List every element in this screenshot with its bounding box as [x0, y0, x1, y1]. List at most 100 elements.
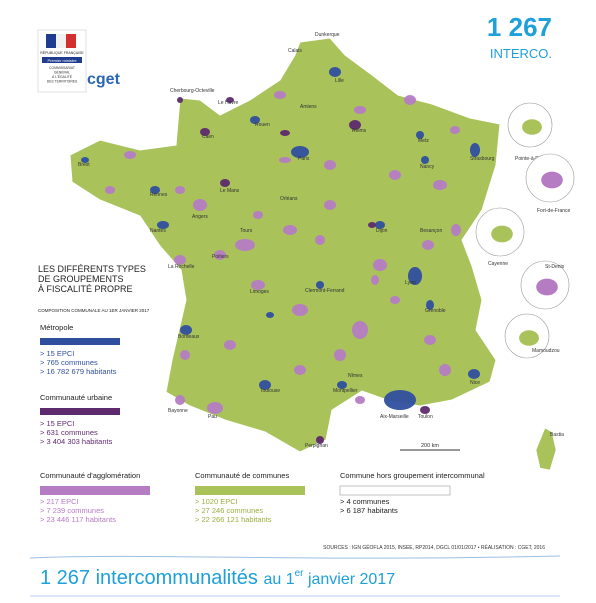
territory — [235, 239, 255, 251]
territory — [251, 280, 265, 290]
city-label: Angers — [192, 214, 208, 220]
footer-title: 1 267 intercommunalités au 1er janvier 2… — [40, 567, 395, 589]
logo-agency-line: À L'ÉGALITÉ — [52, 74, 73, 79]
territory — [450, 126, 460, 134]
legend-line: > 631 communes — [40, 428, 98, 437]
territory — [266, 312, 274, 318]
city-label: Perpignan — [305, 443, 328, 449]
city-label: Le Mans — [220, 188, 240, 194]
logo-agency-line: DES TERRITOIRES — [47, 80, 78, 84]
city-label: Lille — [335, 78, 344, 84]
territory — [352, 321, 368, 339]
territory — [416, 131, 424, 139]
city-label: Rennes — [150, 192, 168, 198]
territory — [150, 186, 160, 194]
legend-swatch — [40, 338, 120, 345]
territory — [174, 255, 186, 265]
legend-line: > 22 266 121 habitants — [195, 515, 272, 524]
footer-sup: er — [295, 568, 305, 579]
legend-swatch — [40, 486, 150, 495]
city-label: Le Havre — [218, 100, 239, 106]
territory — [433, 180, 447, 190]
logo-republic: RÉPUBLIQUE FRANÇAISE — [40, 50, 84, 55]
territory — [355, 396, 365, 404]
legend-line: > 15 EPCI — [40, 349, 74, 358]
city-label: Amiens — [300, 104, 317, 110]
scale-label: 200 km — [421, 443, 439, 449]
city-label: Caen — [202, 134, 214, 140]
legend-line: > 7 239 communes — [40, 506, 104, 515]
flag-white — [56, 34, 66, 48]
territory — [81, 157, 89, 163]
territory — [294, 365, 306, 375]
legend-name: Communauté d'agglomération — [40, 471, 140, 480]
overseas-land — [536, 278, 558, 296]
legend-name: Métropole — [40, 323, 73, 332]
territory — [408, 267, 422, 285]
city-label: Clermont-Ferrand — [305, 288, 345, 294]
overseas-land — [522, 119, 542, 135]
territory — [316, 281, 324, 289]
city-label: Nancy — [420, 164, 435, 170]
city-label: Besançon — [420, 228, 442, 234]
territories — [81, 67, 480, 444]
flag-blue — [46, 34, 56, 48]
territory — [292, 304, 308, 316]
overseas-label: Cayenne — [488, 261, 508, 267]
territory — [324, 200, 336, 210]
legend-swatch — [195, 486, 305, 495]
city-label: Nantes — [150, 228, 166, 234]
footer-mid: au 1 — [263, 571, 294, 588]
territory — [175, 395, 185, 405]
legend-title: DE GROUPEMENTS — [38, 274, 124, 284]
territory — [200, 128, 210, 136]
overseas-label: St-Denis — [545, 264, 565, 270]
city-label: Pau — [208, 414, 217, 420]
territory — [390, 296, 400, 304]
legend-swatch — [339, 485, 451, 496]
territory — [316, 436, 324, 444]
legend-line: > 27 246 communes — [195, 506, 263, 515]
city-label: La Rochelle — [168, 264, 195, 270]
legend-line: > 6 187 habitants — [340, 506, 398, 515]
territory — [349, 120, 361, 130]
legend-line: > 4 communes — [340, 497, 390, 506]
territory — [259, 380, 271, 390]
legend-line: > 23 446 117 habitants — [40, 515, 116, 524]
legend-subtitle: COMPOSITION COMMUNALE AU 1ER JANVIER 201… — [38, 308, 150, 313]
territory — [280, 130, 290, 136]
city-label: Tours — [240, 228, 253, 234]
logo-ministry: Premier ministre — [47, 58, 77, 63]
territory — [214, 250, 226, 260]
territory — [220, 179, 230, 187]
city-label: Nice — [470, 380, 480, 386]
overseas-land — [519, 330, 539, 346]
overseas: Pointe-à-Pitre Fort-de-France Cayenne St-De… — [475, 102, 575, 359]
logo-agency-line: COMMISSARIAT — [49, 66, 75, 70]
legend-name: Commune hors groupement intercommunal — [340, 471, 485, 480]
mainland — [69, 37, 501, 453]
territory — [324, 160, 336, 170]
territory — [329, 67, 341, 77]
city-label: Brest — [78, 162, 90, 168]
corsica — [535, 427, 557, 471]
city-label: Lyon — [405, 280, 416, 286]
footer-end: janvier 2017 — [304, 571, 396, 588]
territory — [420, 406, 430, 414]
legend-line: > 765 communes — [40, 358, 98, 367]
legend-swatch — [40, 408, 120, 415]
city-label: Aix-Marseille — [380, 414, 409, 420]
territory — [175, 186, 185, 194]
legend-line: > 15 EPCI — [40, 419, 74, 428]
footer-strong: 1 267 intercommunalités — [40, 567, 258, 589]
territory — [250, 116, 260, 124]
territory — [373, 259, 387, 271]
territory — [368, 222, 376, 228]
city-label: Orléans — [280, 196, 298, 202]
city-label: Paris — [298, 156, 310, 162]
territory — [468, 369, 480, 379]
territory — [371, 275, 379, 285]
legend-line: > 3 404 303 habitants — [40, 437, 113, 446]
